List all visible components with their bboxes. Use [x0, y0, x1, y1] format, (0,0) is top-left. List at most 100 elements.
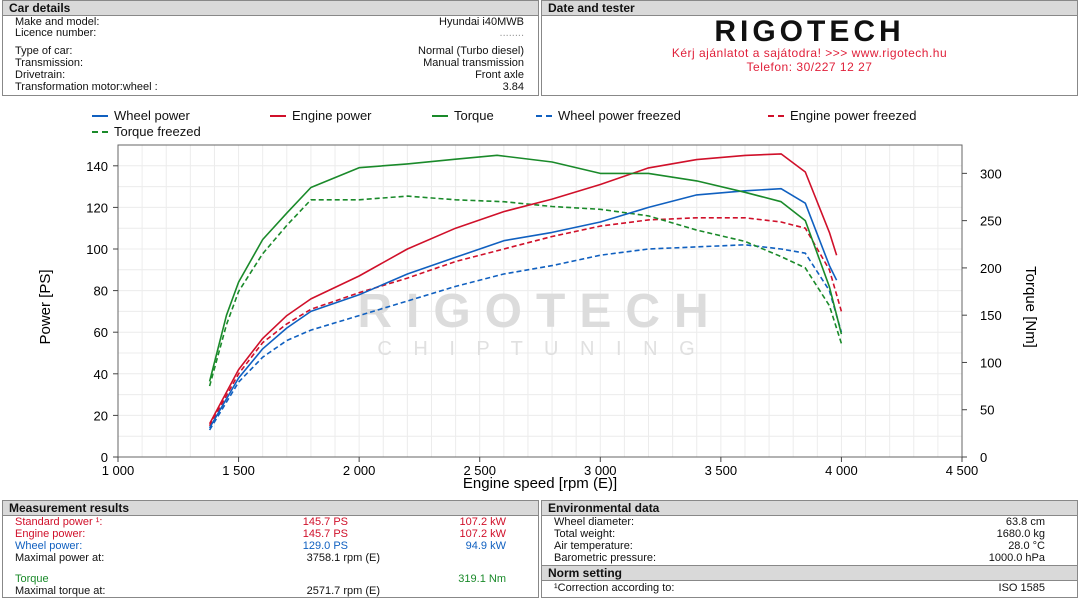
y-tick-label: 140 [86, 159, 108, 174]
car-details-value: Normal (Turbo diesel) [418, 45, 524, 57]
measure-kw: 107.2 kW [459, 528, 506, 540]
legend-line-icon [92, 130, 108, 133]
promo-line: Kérj ajánlatot a sajátodra! >>> www.rigo… [671, 46, 948, 60]
max-torque-label: Maximal torque at: [15, 585, 106, 597]
y-tick-label: 120 [86, 200, 108, 215]
y-tick-label: 20 [94, 408, 108, 423]
watermark-main: RIGOTECH [357, 285, 722, 338]
series-line-wheel-power-freezed [208, 244, 843, 431]
watermark: RIGOTECH C H I P T U N I N G [357, 285, 722, 360]
y2-tick-label: 250 [980, 214, 1002, 229]
y2-tick-label: 150 [980, 308, 1002, 323]
car-details-label: Transformation motor:wheel : [15, 81, 158, 93]
y-tick-label: 0 [101, 450, 108, 465]
environment-panel: Environmental data Wheel diameter: 63.8 … [541, 500, 1078, 566]
max-power-label: Maximal power at: [15, 552, 105, 564]
car-details-label: Make and model: [15, 16, 100, 28]
date-tester-panel: Date and tester RIGOTECH Kérj ajánlatot … [541, 0, 1078, 96]
measurement-panel: Measurement results Standard power ¹: 14… [2, 500, 539, 598]
x-tick-label: 1 000 [102, 463, 135, 478]
series-line-engine-power-freezed [208, 217, 843, 427]
torque-value: 319.1 Nm [458, 573, 506, 585]
measure-label: Wheel power: [15, 540, 83, 552]
legend-engine-power: Engine power [270, 108, 372, 123]
rigotech-logo: RIGOTECH [542, 15, 1077, 48]
y-tick-label: 40 [94, 367, 108, 382]
legend-label: Wheel power [114, 108, 190, 123]
legend-line-icon [92, 114, 108, 117]
max-torque-value: 2571.7 rpm (E) [306, 585, 380, 597]
measure-ps: 145.7 PS [302, 516, 348, 528]
legend-line-icon [768, 114, 784, 117]
car-details-value: Hyundai i40MWB [439, 16, 524, 28]
measure-label: Standard power ¹: [15, 516, 103, 528]
y-tick-label: 80 [94, 284, 108, 299]
legend-wheel-power: Wheel power [92, 108, 190, 123]
rigotech-logo-text: RIGOTECH [714, 15, 905, 48]
y2-tick-label: 200 [980, 261, 1002, 276]
series-line-wheel-power [208, 187, 838, 429]
measure-kw: 107.2 kW [459, 516, 506, 528]
car-details-label: Type of car: [15, 45, 73, 57]
car-details-panel: Car details Make and model: Hyundai i40M… [2, 0, 539, 96]
y2-axis-label: Torque [Nm] [1022, 266, 1039, 348]
y-tick-label: 100 [86, 242, 108, 257]
y2-tick-label: 0 [980, 450, 987, 465]
car-details-label: Transmission: [15, 57, 84, 69]
y2-tick-label: 50 [980, 403, 994, 418]
env-label: Barometric pressure: [554, 552, 657, 564]
phone-line: Telefon: 30/227 12 27 [746, 60, 873, 74]
series-line-torque-freezed [208, 195, 843, 387]
x-tick-label: 1 500 [222, 463, 255, 478]
env-label: Total weight: [554, 528, 616, 540]
measure-ps: 129.0 PS [302, 540, 348, 552]
date-tester-header: Date and tester [542, 1, 1077, 16]
car-details-value: Front axle [475, 69, 524, 81]
norm-label: ¹Correction according to: [554, 582, 675, 594]
x-tick-label: 3 500 [705, 463, 738, 478]
measure-kw: 94.9 kW [465, 540, 506, 552]
legend-torque: Torque [432, 108, 494, 123]
legend-line-icon [432, 114, 448, 117]
legend-label: Engine power [292, 108, 372, 123]
y2-tick-label: 100 [980, 355, 1002, 370]
x-axis-label: Engine speed [rpm (E)] [463, 475, 617, 492]
car-details-header: Car details [3, 1, 538, 16]
y2-tick-label: 300 [980, 166, 1002, 181]
measure-label: Engine power: [15, 528, 86, 540]
measurement-header: Measurement results [3, 501, 538, 516]
norm-header: Norm setting [542, 566, 1077, 581]
chart-svg: RIGOTECH C H I P T U N I N G 1 000 1 500 2… [37, 144, 1039, 492]
x-tick-label: 4 000 [825, 463, 858, 478]
env-value: 63.8 cm [1005, 516, 1045, 528]
env-value: 28.0 °C [1008, 540, 1045, 552]
env-label: Wheel diameter: [554, 516, 635, 528]
axes: 1 000 1 500 2 000 2 500 3 000 3 500 4 000 4 500… [86, 159, 1001, 478]
car-details-label: Licence number: [15, 27, 97, 39]
norm-value: ISO 1585 [998, 582, 1045, 594]
x-tick-label: 2 000 [343, 463, 376, 478]
max-power-value: 3758.1 rpm (E) [306, 552, 380, 564]
series-line-torque [208, 154, 843, 382]
env-label: Air temperature: [554, 540, 633, 552]
car-details-value: ........ [499, 27, 524, 39]
measure-ps: 145.7 PS [302, 528, 348, 540]
y-tick-label: 60 [94, 325, 108, 340]
env-value: 1680.0 kg [996, 528, 1045, 540]
legend-label: Torque [454, 108, 494, 123]
x-tick-label: 4 500 [946, 463, 979, 478]
series-line-engine-power [208, 153, 838, 425]
car-details-label: Drivetrain: [15, 69, 66, 81]
torque-label: Torque [15, 573, 49, 585]
dyno-chart: Wheel power Engine power Torque Wheel po… [0, 97, 1080, 497]
env-value: 1000.0 hPa [988, 552, 1045, 564]
legend-line-icon [536, 114, 552, 117]
legend-label: Torque freezed [114, 124, 201, 139]
legend-label: Wheel power freezed [558, 108, 681, 123]
legend-wheel-power-freezed: Wheel power freezed [536, 108, 681, 123]
legend-torque-freezed: Torque freezed [92, 124, 201, 139]
y-axis-label: Power [PS] [37, 269, 54, 344]
environment-header: Environmental data [542, 501, 1077, 516]
series [208, 153, 843, 431]
car-details-value: 3.84 [502, 81, 524, 93]
